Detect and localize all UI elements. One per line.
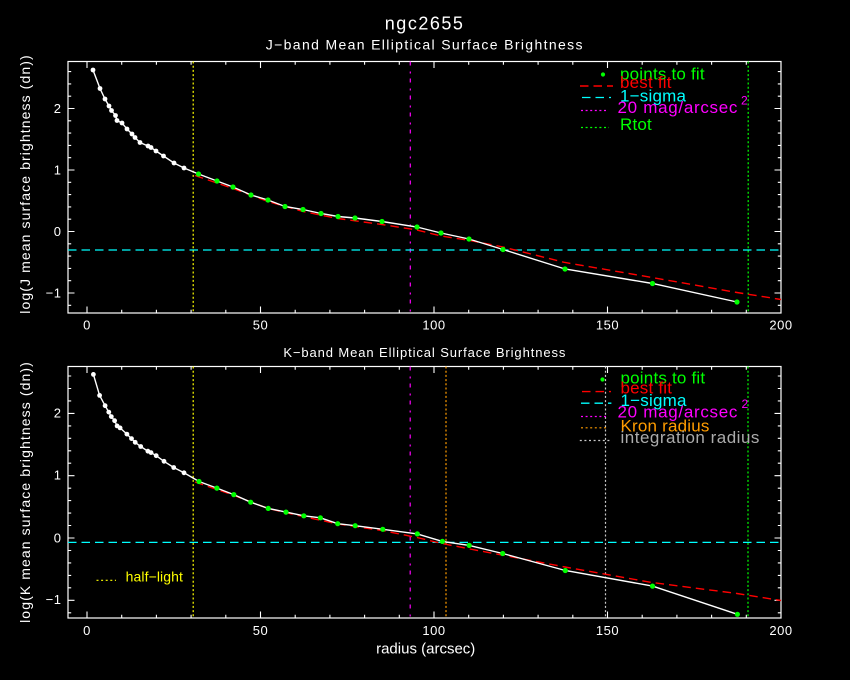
svg-text:−1: −1 [46,592,62,607]
svg-text:50: 50 [253,318,268,333]
svg-text:200: 200 [769,623,792,638]
svg-text:100: 100 [422,318,445,333]
svg-text:100: 100 [422,623,445,638]
svg-text:0: 0 [54,224,62,239]
svg-text:2: 2 [742,397,749,411]
svg-text:50: 50 [253,623,268,638]
svg-text:0: 0 [83,623,91,638]
svg-text:0: 0 [83,318,91,333]
svg-text:0: 0 [54,530,62,545]
svg-text:20 mag/arcsec: 20 mag/arcsec [618,98,739,117]
svg-text:20 mag/arcsec: 20 mag/arcsec [618,403,739,422]
svg-text:integration radius: integration radius [621,428,760,447]
svg-text:2: 2 [54,405,62,420]
svg-text:200: 200 [769,318,792,333]
svg-text:best fit: best fit [620,73,672,92]
svg-text:half−light: half−light [126,569,183,585]
svg-text:150: 150 [596,623,619,638]
svg-text:2: 2 [741,94,748,108]
svg-text:best fit: best fit [621,379,673,398]
svg-text:−1: −1 [46,286,62,301]
svg-text:150: 150 [596,318,619,333]
svg-text:Rtot: Rtot [620,115,652,134]
svg-text:log(J mean surface brightness: log(J mean surface brightness (dn)) [17,54,33,314]
svg-text:1: 1 [54,163,62,178]
svg-text:1: 1 [54,468,62,483]
svg-text:1−sigma: 1−sigma [620,86,686,105]
svg-text:2: 2 [54,101,62,116]
svg-text:ngc2655: ngc2655 [385,14,465,34]
svg-text:log(K mean surface brightness: log(K mean surface brightness (dn)) [17,361,33,623]
svg-text:J−band Mean Elliptical Surface: J−band Mean Elliptical Surface Brightnes… [266,37,584,53]
svg-text:Kron radius: Kron radius [621,417,710,436]
svg-text:radius (arcsec): radius (arcsec) [376,641,475,658]
svg-text:1−sigma: 1−sigma [621,391,687,410]
svg-text:points to fit: points to fit [620,65,705,84]
svg-text:points to fit: points to fit [621,369,706,388]
svg-text:K−band Mean Elliptical Surface: K−band Mean Elliptical Surface Brightnes… [283,345,566,360]
